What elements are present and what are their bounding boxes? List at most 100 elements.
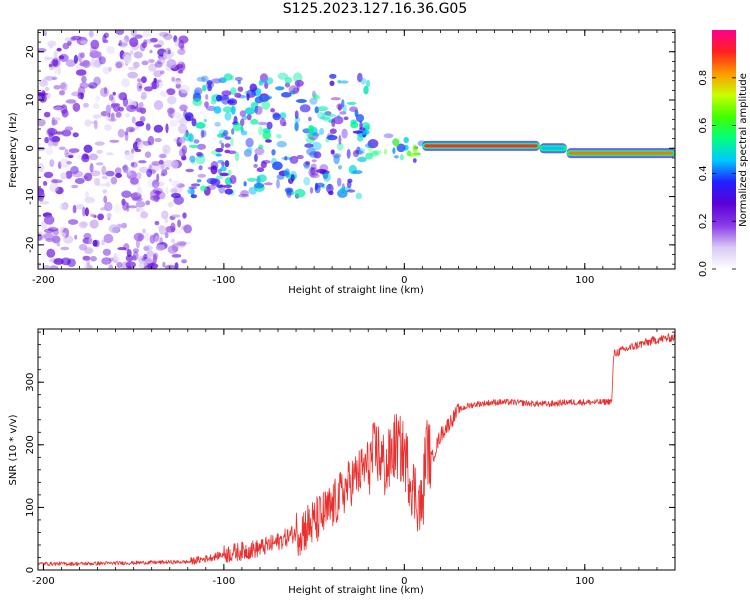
- heatmap-blob: [75, 69, 87, 76]
- heatmap-blob: [44, 136, 49, 144]
- heatmap-blob: [295, 99, 307, 103]
- heatmap-blob: [58, 55, 65, 60]
- heatmap-blob: [138, 160, 147, 164]
- heatmap-blob: [254, 147, 265, 156]
- heatmap-blob: [84, 196, 96, 204]
- heatmap-blob: [171, 243, 179, 252]
- heatmap-blob: [143, 253, 148, 260]
- heatmap-blob: [412, 144, 418, 153]
- heatmap-blob: [277, 72, 289, 80]
- y-tick-label: 200: [25, 435, 36, 454]
- heatmap-blob: [258, 144, 264, 149]
- heatmap-blob: [240, 190, 249, 197]
- heatmap-blob: [126, 265, 132, 269]
- heatmap-blob: [73, 54, 78, 64]
- heatmap-blob: [339, 187, 346, 193]
- heatmap-blob: [133, 51, 143, 59]
- heatmap-blob: [72, 102, 81, 112]
- heatmap-blob: [207, 84, 213, 92]
- heatmap-blob: [145, 257, 154, 264]
- heatmap-blob: [130, 161, 138, 168]
- heatmap-blob: [333, 116, 344, 125]
- heatmap-blob: [158, 159, 164, 165]
- heatmap-blob: [312, 90, 316, 98]
- heatmap-blob: [232, 122, 242, 132]
- heatmap-blob: [266, 121, 273, 130]
- spectrogram-x-axis-label: Height of straight line (km): [288, 285, 424, 296]
- heatmap-blob: [321, 112, 331, 122]
- heatmap-blob: [57, 66, 61, 75]
- heatmap-blob: [231, 128, 235, 135]
- heatmap-blob: [190, 159, 196, 164]
- heatmap-blob: [187, 188, 195, 195]
- heatmap-blob: [141, 60, 149, 66]
- heatmap-blob: [59, 90, 65, 96]
- figure-title: S125.2023.127.16.36.G05: [282, 1, 468, 17]
- heatmap-blob: [329, 73, 337, 79]
- heatmap-blob: [181, 145, 188, 155]
- heatmap-blob: [193, 139, 200, 144]
- heatmap-blob: [176, 63, 184, 69]
- heatmap-blob: [234, 151, 240, 162]
- heatmap-blob: [84, 207, 89, 217]
- heatmap-blob: [284, 76, 293, 84]
- heatmap-blob: [191, 118, 197, 127]
- heatmap-blob: [330, 97, 341, 101]
- heatmap-blob: [305, 136, 316, 143]
- heatmap-blob: [159, 153, 167, 159]
- heatmap-blob: [412, 158, 417, 163]
- heatmap-blob: [51, 57, 61, 68]
- heatmap-blob: [210, 165, 218, 175]
- heatmap-blob: [143, 39, 148, 45]
- heatmap-blob: [130, 177, 139, 185]
- heatmap-blob: [106, 46, 115, 54]
- heatmap-blob: [146, 250, 154, 258]
- heatmap-blob: [77, 92, 85, 100]
- heatmap-blob: [223, 73, 233, 81]
- heatmap-blob: [162, 261, 166, 268]
- heatmap-blob: [303, 164, 310, 170]
- heatmap-blob: [127, 71, 139, 79]
- snr-plot-area: [38, 329, 675, 570]
- heatmap-blob: [43, 30, 47, 37]
- heatmap-blob: [357, 156, 368, 163]
- heatmap-blob: [115, 61, 123, 69]
- snr-panel: -200 -100 0 100 0 100 200 300 Height of straigh…: [8, 328, 676, 596]
- heatmap-blob: [49, 182, 59, 193]
- heatmap-blob: [132, 251, 139, 261]
- heatmap-blob: [206, 80, 213, 86]
- heatmap-blob: [138, 102, 144, 108]
- heatmap-blob: [215, 147, 224, 153]
- heatmap-blob: [239, 110, 247, 117]
- heatmap-blob: [65, 152, 75, 156]
- heatmap-blob: [230, 87, 237, 96]
- heatmap-blob: [102, 66, 110, 75]
- heatmap-blob: [303, 176, 311, 186]
- heatmap-blob: [92, 239, 98, 247]
- heatmap-blob: [43, 232, 54, 240]
- heatmap-blob: [163, 33, 173, 40]
- heatmap-blob: [167, 95, 177, 105]
- heatmap-blob: [337, 104, 342, 111]
- heatmap-blob: [113, 252, 118, 261]
- heatmap-blob: [162, 144, 171, 155]
- heatmap-blob: [305, 161, 311, 166]
- heatmap-blob: [72, 170, 84, 178]
- heatmap-blob: [343, 116, 349, 121]
- heatmap-blob: [42, 76, 47, 85]
- heatmap-blob: [100, 110, 109, 117]
- heatmap-blob: [53, 85, 61, 90]
- heatmap-blob: [39, 79, 48, 85]
- heatmap-blob: [44, 75, 55, 81]
- heatmap-blob: [181, 259, 188, 264]
- heatmap-blob: [115, 111, 122, 118]
- heatmap-blob: [43, 215, 55, 225]
- heatmap-blob: [62, 42, 70, 50]
- heatmap-blob: [136, 207, 140, 213]
- heatmap-blob: [154, 235, 164, 244]
- heatmap-blob: [171, 254, 182, 258]
- heatmap-blob: [83, 144, 93, 153]
- heatmap-blob: [166, 88, 176, 96]
- heatmap-blob: [49, 159, 55, 168]
- heatmap-blob: [155, 244, 166, 251]
